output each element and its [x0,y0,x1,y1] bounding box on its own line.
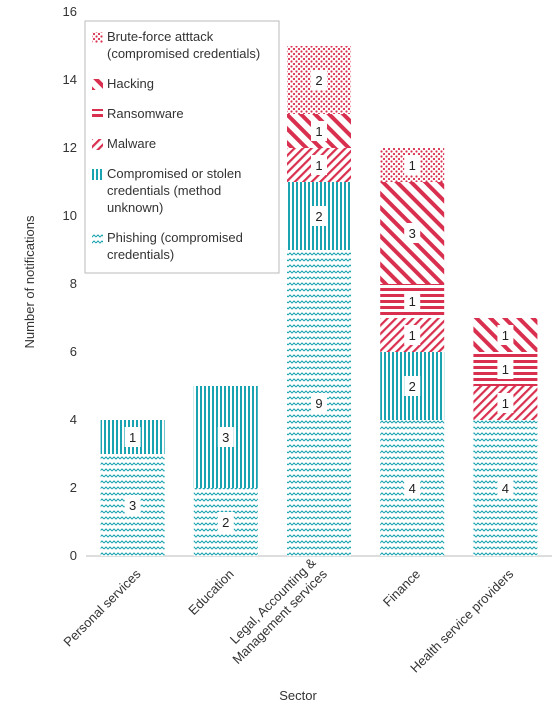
legend-swatch [92,32,103,43]
data-label: 1 [409,294,416,309]
data-label-bg [311,70,327,90]
data-label: 9 [315,396,322,411]
x-tick-label-group: Education [185,566,236,617]
data-label: 2 [315,209,322,224]
data-labels: 3 1 2 3 9 2 1 1 2 4 2 1 1 3 1 4 1 1 1 [124,70,514,532]
data-label-bg [404,376,421,396]
y-tick-label: 10 [63,208,77,223]
data-label-bg [404,325,421,345]
data-label: 3 [222,430,229,445]
legend-swatch [92,79,103,90]
x-tick-label-group: Finance [380,566,423,609]
data-label: 4 [409,481,416,496]
data-label-bg [311,155,327,175]
y-tick-labels: 0 2 4 6 8 10 12 14 16 [63,4,77,563]
legend-label: Hacking [107,76,154,91]
data-label-bg [404,155,421,175]
data-label-bg [311,393,327,413]
legend-swatch [92,109,103,120]
data-label-bg [217,512,234,532]
data-label: 1 [502,396,509,411]
x-axis-title: Sector [279,688,317,703]
data-label: 3 [409,226,416,241]
x-tick-label: Management services [229,566,330,667]
y-tick-label: 6 [70,344,77,359]
y-tick-label: 0 [70,548,77,563]
legend-label: Ransomware [107,106,184,121]
y-tick-label: 4 [70,412,77,427]
data-label: 3 [129,498,136,513]
y-tick-label: 2 [70,480,77,495]
y-axis-title: Number of notifications [22,215,37,348]
data-label-bg [404,291,421,311]
y-tick-label: 16 [63,4,77,19]
data-label: 1 [502,328,509,343]
data-label-bg [311,121,327,141]
x-tick-label-group: Health service providers [407,566,517,676]
data-label: 2 [409,379,416,394]
data-label-bg [497,325,514,345]
x-tick-label: Health service providers [407,566,517,676]
data-label: 2 [315,73,322,88]
legend: Brute-force atttack (compromised credenti… [84,20,280,274]
y-tick-label: 12 [63,140,77,155]
data-label-bg [124,495,141,515]
legend-label: unknown) [107,200,163,215]
legend-label: Compromised or stolen [107,166,241,181]
data-label-bg [124,427,141,447]
legend-label: (compromised credentials) [107,46,260,61]
legend-swatch [92,233,103,244]
legend-label: Malware [107,136,156,151]
data-label-bg [497,393,514,413]
data-label: 4 [502,481,509,496]
x-tick-label-group: Legal, Accounting &Management services [227,555,331,667]
data-label-bg [217,427,234,447]
data-label-bg [404,478,421,498]
legend-label: Phishing (compromised [107,230,243,245]
data-label-bg [404,223,421,243]
y-tick-label: 8 [70,276,77,291]
data-label: 1 [409,328,416,343]
data-label: 2 [222,515,229,530]
legend-label: credentials (method [107,183,221,198]
data-label: 1 [129,430,136,445]
x-tick-label: Finance [380,566,423,609]
data-label-bg [311,206,327,226]
x-tick-label: Education [185,566,236,617]
y-tick-label: 14 [63,72,77,87]
legend-swatch [92,169,103,180]
legend-swatch [92,139,103,150]
x-tick-label: Personal services [60,566,144,650]
data-label-bg [497,359,514,379]
data-label: 1 [315,158,322,173]
x-tick-label-group: Personal services [60,566,144,650]
data-label: 1 [502,362,509,377]
legend-label: Brute-force atttack [107,29,214,44]
legend-box [84,20,280,274]
data-label-bg [497,478,514,498]
data-label: 1 [409,158,416,173]
data-label: 1 [315,124,322,139]
legend-label: credentials) [107,247,174,262]
